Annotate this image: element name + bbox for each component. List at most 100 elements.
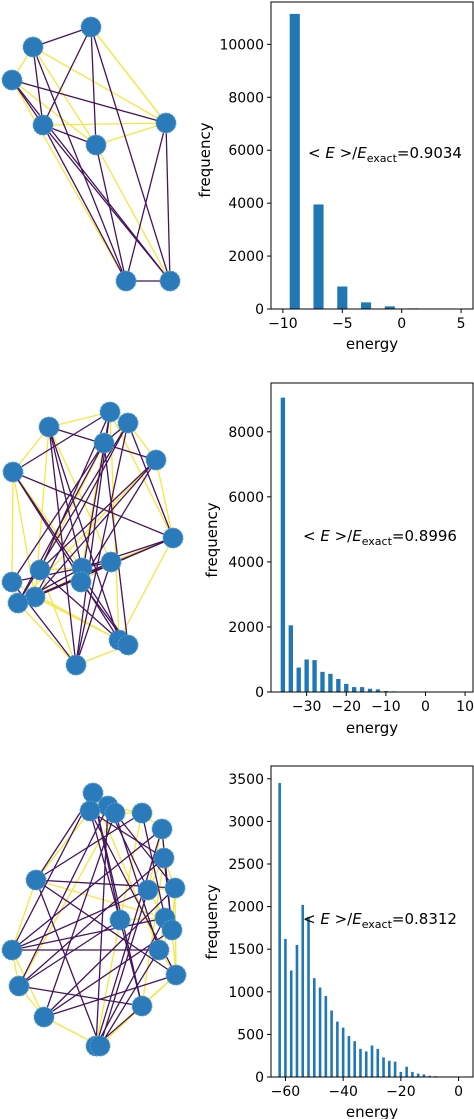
ratio-annotation: < E >/Eexact=0.8996 [303, 527, 457, 548]
histogram-bar [416, 1073, 420, 1077]
histogram-bar [384, 306, 395, 309]
graph-node [155, 112, 177, 134]
graph-node [1, 939, 23, 961]
histogram-bar [361, 302, 372, 309]
graph-node [22, 36, 44, 58]
graph-node [137, 879, 159, 901]
y-tick-label: 0 [255, 302, 264, 318]
y-axis-label: frequency [203, 502, 221, 577]
x-tick-label: 0 [397, 316, 406, 332]
graph-edge [34, 596, 120, 641]
x-tick-label: −20 [386, 1084, 416, 1100]
graph-edge [12, 471, 36, 598]
histogram-bar [336, 1021, 339, 1077]
graph-edge [39, 459, 157, 571]
histogram-bar [393, 1061, 397, 1077]
histogram-bar [304, 659, 309, 692]
x-tick-label: −20 [331, 699, 361, 715]
x-tick-label: −5 [332, 316, 353, 332]
histogram-bar [344, 683, 349, 692]
graph-node [145, 449, 167, 471]
histogram-bar [330, 1010, 333, 1077]
histogram-bar [370, 1045, 374, 1077]
x-tick-label: 0 [421, 699, 430, 715]
graph-3 [1, 782, 187, 1057]
ratio-annotation: < E >/Eexact=0.9034 [308, 144, 462, 165]
graph-edge [11, 917, 166, 951]
histogram-bar [289, 970, 293, 1077]
y-tick-label: 8000 [228, 90, 264, 106]
graph-node [131, 802, 153, 824]
graph-edge [43, 887, 176, 1018]
histogram-bar [376, 1048, 380, 1077]
graph-node [7, 592, 29, 614]
graph-node [109, 909, 131, 931]
graph-edge [12, 471, 83, 569]
graph-edge [39, 569, 77, 666]
histogram-bar [278, 783, 281, 1077]
histogram-bar [280, 397, 286, 692]
histogram-bar [295, 944, 299, 1077]
histogram-3: −60 −40 −20 0 0 500 1000 1500 2000 2500 3000 3500 en… [203, 765, 474, 1119]
graph-node [1, 69, 23, 91]
graph-edge [11, 561, 112, 583]
graph-edge [34, 459, 157, 598]
graph-edge [35, 810, 91, 881]
graph-edge [99, 889, 149, 1047]
histogram-bar [351, 687, 357, 692]
graph-edge [75, 411, 111, 666]
graph-edge [11, 79, 97, 146]
histogram-bar [382, 1057, 385, 1077]
x-tick-label: −30 [292, 699, 322, 715]
graph-node [104, 802, 126, 824]
graph-edge [42, 122, 167, 126]
y-tick-label: 1500 [228, 942, 264, 958]
graph-node [99, 401, 121, 423]
y-tick-label: 2000 [228, 249, 264, 265]
histogram-1: −10 −5 0 5 0 2000 4000 6000 8000 10000 energy frequ… [196, 1, 474, 353]
histogram-bar [422, 1074, 426, 1077]
graph-node [89, 1035, 111, 1057]
graph-edge [43, 812, 116, 1018]
graph-edge [75, 561, 112, 666]
graph-edge [119, 812, 143, 921]
graph-node [8, 975, 30, 997]
graph-edge [12, 411, 111, 473]
y-tick-label: 3000 [228, 814, 264, 830]
graph-1 [1, 16, 181, 292]
graph-edge [12, 471, 129, 646]
y-tick-label: 10000 [219, 37, 264, 53]
x-tick-label: −40 [328, 1084, 358, 1100]
histogram-bar [399, 1071, 403, 1077]
graph-edge [125, 122, 167, 282]
graph-edge [32, 46, 97, 146]
histogram-bar [341, 1027, 345, 1077]
graph-edge [119, 919, 143, 1007]
graph-node [33, 1006, 55, 1028]
y-tick-label: 6000 [228, 143, 264, 159]
x-tick-label: −60 [271, 1084, 301, 1100]
graph-drawings [1, 16, 187, 1057]
y-tick-label: 500 [237, 1027, 264, 1043]
histogram-bar [312, 978, 316, 1077]
histogram-bar [301, 904, 305, 1077]
y-tick-label: 6000 [228, 490, 264, 506]
plot-frame [270, 1, 474, 310]
graph-edge [114, 812, 176, 889]
graph-edge [95, 805, 109, 1047]
graph-edge [32, 46, 127, 282]
graph-edge [12, 471, 174, 539]
graph-edge [103, 442, 129, 646]
graph-edge [81, 537, 174, 569]
y-axis-label: frequency [203, 884, 221, 959]
graph-edge [95, 144, 171, 282]
histogram-bar [318, 987, 322, 1077]
graph-node [25, 869, 47, 891]
graph-edge [75, 422, 129, 666]
y-tick-label: 1000 [228, 985, 264, 1001]
y-tick-label: 0 [255, 1070, 264, 1086]
y-tick-label: 4000 [228, 196, 264, 212]
x-tick-label: −10 [371, 699, 401, 715]
graph-edge [95, 917, 166, 1047]
